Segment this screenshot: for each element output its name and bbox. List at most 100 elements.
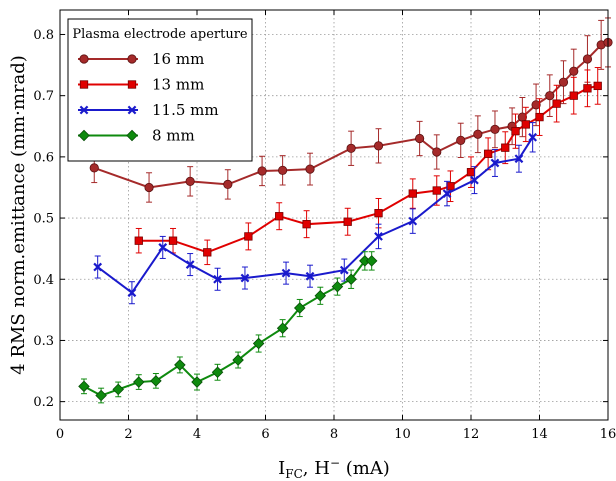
data-point [127,288,137,298]
y-tick-label: 0.5 [33,212,54,227]
legend-label: 16 mm [152,50,204,68]
data-point [185,260,195,269]
x-tick-label: 6 [261,427,269,442]
series-13-mm [134,67,602,266]
data-point [278,165,288,175]
data-point [223,179,233,190]
x-tick-label: 2 [124,427,132,442]
legend-marker [79,105,89,115]
data-point [150,375,162,387]
data-point [168,236,178,245]
legend-marker [78,129,90,142]
data-point [232,354,244,366]
data-point [374,209,383,218]
x-axis-label: IFC, H− (mA) [278,456,390,481]
legend-label: 11.5 mm [152,101,219,119]
data-point [528,132,538,142]
data-point [514,154,524,164]
data-point [174,359,186,371]
data-point [112,383,124,396]
data-point [302,220,311,229]
tick-marks: 0 2 4 6 8 10 12 14 16 0.2 0.3 0.4 0.5 0.6 0.7 0.8 [33,10,616,442]
data-point [446,182,455,191]
data-point [408,189,417,198]
x-tick-label: 8 [330,427,338,442]
data-point [408,216,418,226]
legend-entry: 16 mm [78,50,204,68]
data-point [257,166,267,176]
data-point [346,143,356,153]
series-line [97,136,534,295]
y-tick-label: 0.4 [33,273,54,288]
data-point [531,100,541,110]
legend-box [67,18,253,162]
x-tick-label: 12 [463,427,480,442]
legend-entry: 13 mm [78,76,204,94]
data-point [521,120,530,129]
data-point [331,280,344,293]
data-point [95,389,107,402]
x-tick-label: 0 [56,427,64,442]
data-point [203,248,212,257]
data-point [558,77,569,87]
data-point [373,141,384,151]
data-point [305,164,315,174]
data-point [134,236,143,245]
legend-marker [127,105,137,115]
legend-entry: 11.5 mm [78,101,219,119]
legend-marker [127,80,137,89]
data-point [275,212,284,221]
data-point [211,366,224,379]
data-point [569,91,578,100]
legend-label: 13 mm [152,76,204,94]
x-tick-label: 10 [394,427,411,442]
data-point [593,81,602,91]
data-point [133,376,145,388]
data-point [305,271,315,281]
data-point [569,66,579,76]
legend: Plasma electrode aperture 16 mm 13 mm 11.5… [67,18,253,162]
legend-title: Plasma electrode aperture [72,27,248,42]
data-point [582,54,593,64]
data-point [343,217,352,226]
data-point [185,176,195,186]
data-point [535,112,544,122]
data-point [276,322,289,334]
data-point [93,262,103,272]
legend-entries: 16 mm 13 mm 11.5 mm 8 mm [78,50,219,145]
data-point [456,135,466,145]
data-point [281,268,291,278]
data-point [545,91,555,101]
data-point [432,186,441,195]
data-point [552,99,561,108]
data-point [293,302,306,314]
data-point [442,189,452,198]
legend-marker [126,129,138,142]
legend-marker [79,80,89,89]
legend-label: 8 mm [152,127,195,145]
legend-entry: 8 mm [78,127,195,145]
data-point [213,274,222,284]
data-point [78,380,90,393]
data-point [483,149,493,158]
data-point [432,147,442,157]
data-point [144,182,154,193]
data-point [511,127,520,136]
data-point [473,129,483,139]
data-point [191,376,203,388]
series-layer [78,17,613,404]
series-11-5-mm [93,122,538,305]
y-tick-label: 0.8 [33,28,54,43]
y-tick-label: 0.3 [33,334,54,349]
data-point [415,133,425,144]
y-tick-label: 0.2 [33,395,54,410]
y-axis-label: 4 RMS norm.emittance (mm·mrad) [8,55,29,375]
data-point [501,143,510,152]
data-point [252,337,265,350]
series-8-mm [78,251,378,404]
data-point [89,163,99,173]
data-point [470,175,479,185]
data-point [244,232,253,241]
legend-marker [127,54,137,64]
